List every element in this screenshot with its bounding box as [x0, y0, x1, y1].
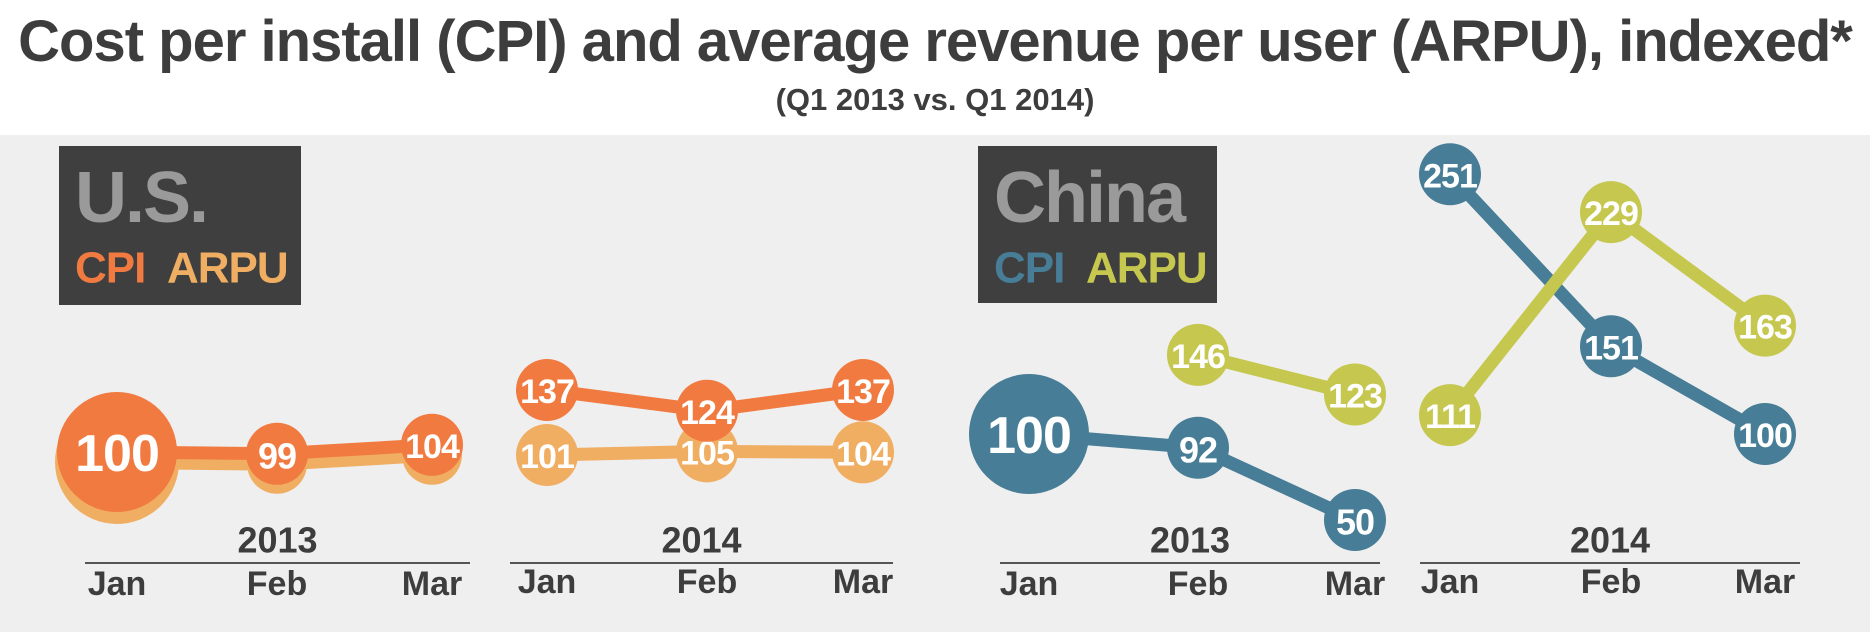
arpu-data-label: 123	[1328, 377, 1382, 415]
region-title: U.S.	[75, 158, 207, 238]
month-tick-label: Feb	[1581, 563, 1641, 601]
month-tick-label: Mar	[1325, 565, 1385, 603]
cpi-data-label: 251	[1423, 157, 1477, 195]
cpi-marker	[1734, 403, 1796, 465]
month-tick-label: Mar	[833, 563, 893, 601]
legend-cpi: CPI	[75, 244, 145, 293]
cpi-marker	[832, 359, 894, 421]
arpu-data-label: 111	[1425, 398, 1475, 436]
year-label: 2014	[661, 520, 741, 561]
cpi-marker	[57, 392, 177, 512]
cpi-marker	[401, 413, 463, 476]
cpi-marker	[1580, 315, 1642, 378]
month-tick-label: Jan	[518, 563, 577, 601]
cpi-marker	[1324, 489, 1386, 551]
cpi-data-label: 92	[1179, 429, 1217, 470]
cpi-marker	[969, 374, 1089, 494]
legend-cpi: CPI	[994, 244, 1064, 293]
month-tick-label: Feb	[247, 565, 307, 603]
chart-subtitle: (Q1 2013 vs. Q1 2014)	[775, 82, 1095, 117]
cpi-data-label: 50	[1336, 502, 1374, 543]
cpi-data-label: 100	[75, 425, 159, 483]
legend-arpu: ARPU	[1086, 244, 1207, 293]
month-tick-label: Jan	[1000, 565, 1059, 603]
cpi-data-label: 104	[405, 428, 460, 466]
region-box	[978, 146, 1217, 303]
cpi-data-label: 151	[1584, 329, 1638, 367]
month-tick-label: Feb	[1168, 565, 1228, 603]
cpi-data-label: 100	[987, 407, 1071, 465]
year-label: 2013	[1150, 520, 1230, 561]
cpi-data-label: 100	[1738, 417, 1792, 455]
cpi-marker	[1167, 416, 1229, 479]
arpu-data-label: 163	[1738, 309, 1792, 347]
year-label: 2013	[237, 520, 317, 561]
arpu-data-label: 101	[520, 438, 574, 476]
month-tick-label: Mar	[1735, 563, 1795, 601]
cpi-data-label: 137	[520, 373, 574, 411]
legend-arpu: ARPU	[167, 244, 288, 293]
chart-title: Cost per install (CPI) and average reven…	[18, 9, 1853, 74]
cpi-marker	[1419, 143, 1481, 206]
cpi-marker	[246, 422, 308, 485]
year-label: 2014	[1570, 520, 1650, 561]
arpu-marker	[832, 421, 894, 484]
month-tick-label: Jan	[1421, 563, 1480, 601]
arpu-marker	[516, 424, 578, 486]
region-title: China	[994, 158, 1187, 238]
arpu-marker	[1734, 294, 1796, 357]
cpi-marker	[676, 379, 738, 442]
chart-background-band	[0, 135, 1870, 632]
cpi-data-label: 124	[680, 394, 735, 432]
arpu-data-label: 229	[1584, 195, 1638, 233]
arpu-marker	[1324, 363, 1386, 426]
month-tick-label: Mar	[402, 565, 462, 603]
arpu-data-label: 146	[1171, 338, 1225, 376]
cpi-data-label: 137	[836, 373, 890, 411]
cpi-data-label: 99	[258, 435, 296, 476]
arpu-marker	[1580, 181, 1642, 244]
region-box	[59, 146, 301, 305]
month-tick-label: Feb	[677, 563, 737, 601]
cpi-marker	[516, 359, 578, 421]
month-tick-label: Jan	[88, 565, 147, 603]
arpu-marker	[1167, 323, 1229, 386]
arpu-marker	[1419, 384, 1481, 447]
arpu-data-label: 104	[836, 435, 891, 473]
